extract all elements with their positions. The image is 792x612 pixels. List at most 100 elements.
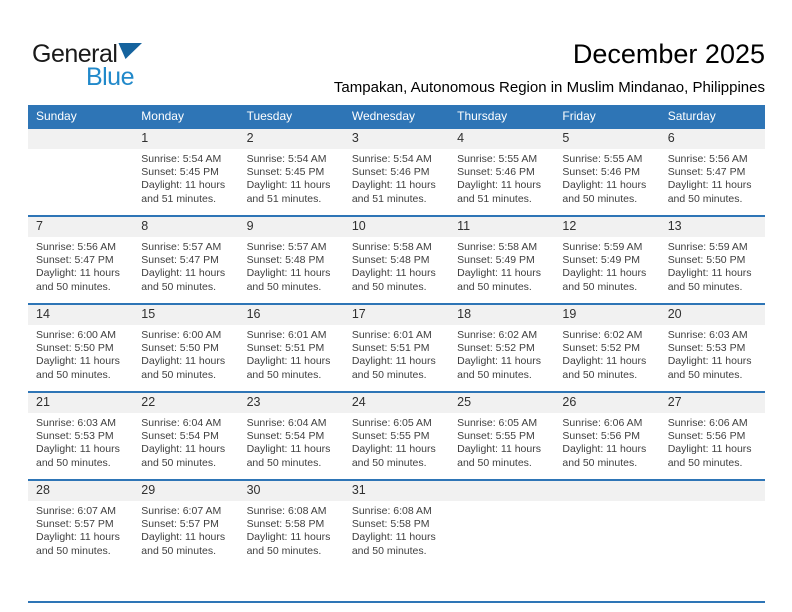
daylight-text: Daylight: 11 hours and 50 minutes. (562, 443, 647, 469)
sunset-text: Sunset: 5:47 PM (667, 166, 746, 179)
week-row: 14 Sunrise: 6:00 AM Sunset: 5:50 PM Dayligh… (28, 304, 765, 392)
title-block: December 2025 Tampakan, Autonomous Regio… (333, 39, 765, 96)
day-cell: 18 Sunrise: 6:02 AM Sunset: 5:52 PM Dayligh… (449, 304, 555, 392)
sunrise-text: Sunrise: 5:57 AM (246, 241, 327, 253)
day-details: Sunrise: 6:00 AM Sunset: 5:50 PM Daylight:… (133, 325, 238, 382)
sunset-text: Sunset: 5:50 PM (667, 254, 746, 267)
weekday-header: Friday (554, 105, 660, 128)
weekday-header: Tuesday (238, 105, 344, 128)
sunset-text: Sunset: 5:46 PM (562, 166, 641, 179)
day-details: Sunrise: 6:08 AM Sunset: 5:58 PM Daylight:… (239, 501, 344, 558)
sunset-text: Sunset: 5:53 PM (36, 430, 114, 443)
day-details: Sunrise: 6:04 AM Sunset: 5:54 PM Daylight:… (239, 413, 344, 470)
sunset-text: Sunset: 5:56 PM (562, 430, 641, 443)
daylight-text: Daylight: 11 hours and 50 minutes. (141, 531, 226, 557)
weekday-header: Wednesday (343, 105, 450, 128)
day-number: 8 (133, 217, 239, 237)
sunrise-text: Sunrise: 6:04 AM (141, 417, 222, 429)
sunrise-text: Sunrise: 5:59 AM (667, 241, 748, 253)
daylight-text: Daylight: 11 hours and 50 minutes. (351, 267, 436, 293)
day-number: 9 (238, 217, 344, 237)
week-row: 21 Sunrise: 6:03 AM Sunset: 5:53 PM Dayligh… (28, 392, 765, 480)
sunset-text: Sunset: 5:49 PM (457, 254, 535, 267)
day-number: 19 (554, 305, 660, 325)
sunset-text: Sunset: 5:50 PM (141, 342, 219, 355)
sunrise-text: Sunrise: 6:08 AM (246, 505, 327, 517)
day-cell: 8 Sunrise: 5:57 AM Sunset: 5:47 PM Daylight… (133, 216, 239, 304)
day-details: Sunrise: 6:02 AM Sunset: 5:52 PM Daylight:… (449, 325, 554, 382)
sunrise-text: Sunrise: 6:02 AM (562, 329, 643, 341)
calendar-body: 1 Sunrise: 5:54 AM Sunset: 5:45 PM Daylight… (28, 128, 765, 602)
sunset-text: Sunset: 5:55 PM (351, 430, 430, 443)
daylight-text: Daylight: 11 hours and 50 minutes. (667, 267, 752, 293)
day-number: 20 (659, 305, 765, 325)
day-details: Sunrise: 6:06 AM Sunset: 5:56 PM Daylight:… (660, 413, 765, 470)
day-cell: 27 Sunrise: 6:06 AM Sunset: 5:56 PM Dayligh… (659, 392, 765, 480)
day-number: 31 (343, 481, 450, 501)
sunrise-text: Sunrise: 5:59 AM (562, 241, 643, 253)
day-details: Sunrise: 5:55 AM Sunset: 5:46 PM Daylight:… (554, 149, 659, 206)
sunset-text: Sunset: 5:52 PM (562, 342, 641, 355)
page-subtitle: Tampakan, Autonomous Region in Muslim Mi… (333, 78, 765, 96)
day-number: 6 (659, 129, 765, 149)
day-number (659, 481, 765, 501)
sunrise-text: Sunrise: 6:06 AM (562, 417, 643, 429)
sunrise-text: Sunrise: 5:54 AM (246, 153, 327, 165)
day-cell: 23 Sunrise: 6:04 AM Sunset: 5:54 PM Dayligh… (238, 392, 344, 480)
day-cell: 16 Sunrise: 6:01 AM Sunset: 5:51 PM Dayligh… (238, 304, 344, 392)
day-cell: 6 Sunrise: 5:56 AM Sunset: 5:47 PM Daylight… (659, 128, 765, 216)
day-cell: 21 Sunrise: 6:03 AM Sunset: 5:53 PM Dayligh… (28, 392, 134, 480)
daylight-text: Daylight: 11 hours and 50 minutes. (141, 443, 226, 469)
day-number: 22 (133, 393, 239, 413)
day-number: 21 (28, 393, 134, 413)
day-cell: 19 Sunrise: 6:02 AM Sunset: 5:52 PM Dayligh… (554, 304, 660, 392)
logo-text-blue: Blue (85, 63, 135, 91)
sunset-text: Sunset: 5:47 PM (141, 254, 219, 267)
day-details: Sunrise: 5:56 AM Sunset: 5:47 PM Daylight:… (660, 149, 765, 206)
sunset-text: Sunset: 5:45 PM (141, 166, 219, 179)
day-number: 13 (659, 217, 765, 237)
day-details (449, 501, 554, 505)
week-row: 28 Sunrise: 6:07 AM Sunset: 5:57 PM Dayligh… (28, 480, 765, 602)
sunrise-text: Sunrise: 6:00 AM (36, 329, 116, 341)
day-number: 27 (659, 393, 765, 413)
sunset-text: Sunset: 5:51 PM (351, 342, 430, 355)
weekday-header: Monday (133, 105, 239, 128)
sunrise-text: Sunrise: 6:01 AM (246, 329, 327, 341)
day-cell (659, 480, 765, 602)
logo-flag-icon (118, 43, 142, 59)
day-details: Sunrise: 5:57 AM Sunset: 5:47 PM Daylight:… (133, 237, 238, 294)
day-number: 10 (343, 217, 450, 237)
day-cell: 28 Sunrise: 6:07 AM Sunset: 5:57 PM Dayligh… (28, 480, 134, 602)
day-details (28, 149, 133, 153)
day-number: 25 (449, 393, 555, 413)
sunset-text: Sunset: 5:48 PM (351, 254, 430, 267)
day-number: 18 (449, 305, 555, 325)
daylight-text: Daylight: 11 hours and 50 minutes. (246, 531, 331, 557)
sunset-text: Sunset: 5:49 PM (562, 254, 641, 267)
sunset-text: Sunset: 5:56 PM (667, 430, 746, 443)
day-cell: 20 Sunrise: 6:03 AM Sunset: 5:53 PM Dayligh… (659, 304, 765, 392)
sunset-text: Sunset: 5:57 PM (36, 518, 114, 531)
daylight-text: Daylight: 11 hours and 50 minutes. (667, 355, 752, 381)
sunrise-text: Sunrise: 6:06 AM (667, 417, 748, 429)
sunset-text: Sunset: 5:46 PM (457, 166, 535, 179)
day-details: Sunrise: 5:54 AM Sunset: 5:45 PM Daylight:… (133, 149, 238, 206)
day-cell: 24 Sunrise: 6:05 AM Sunset: 5:55 PM Dayligh… (343, 392, 450, 480)
day-number: 29 (133, 481, 239, 501)
day-cell: 2 Sunrise: 5:54 AM Sunset: 5:45 PM Daylight… (238, 128, 344, 216)
day-cell: 29 Sunrise: 6:07 AM Sunset: 5:57 PM Dayligh… (133, 480, 239, 602)
day-details: Sunrise: 6:02 AM Sunset: 5:52 PM Daylight:… (554, 325, 659, 382)
daylight-text: Daylight: 11 hours and 50 minutes. (562, 267, 647, 293)
day-number: 30 (238, 481, 344, 501)
sunset-text: Sunset: 5:58 PM (246, 518, 325, 531)
day-cell: 13 Sunrise: 5:59 AM Sunset: 5:50 PM Dayligh… (659, 216, 765, 304)
daylight-text: Daylight: 11 hours and 50 minutes. (36, 267, 120, 293)
sunset-text: Sunset: 5:46 PM (351, 166, 430, 179)
day-details: Sunrise: 5:57 AM Sunset: 5:48 PM Daylight:… (239, 237, 344, 294)
general-blue-logo: General Blue (32, 42, 142, 90)
day-cell (554, 480, 660, 602)
day-number: 17 (343, 305, 450, 325)
daylight-text: Daylight: 11 hours and 50 minutes. (351, 355, 436, 381)
